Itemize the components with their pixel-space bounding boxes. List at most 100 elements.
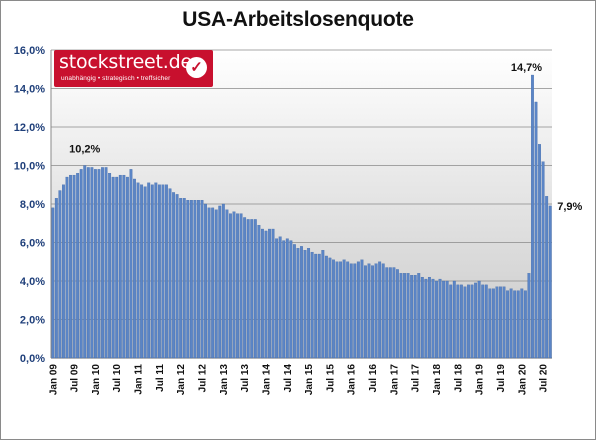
bar <box>310 251 314 359</box>
x-tick-label: Jul 14 <box>283 364 294 393</box>
data-label: 10,2% <box>69 144 100 156</box>
x-tick-label: Jan 12 <box>176 364 187 396</box>
annotations: 10,2% 14,7% 7,9% <box>69 62 582 213</box>
bar <box>381 263 385 359</box>
bar <box>197 199 200 359</box>
bar <box>189 199 193 359</box>
bar <box>332 259 335 359</box>
bar <box>157 184 161 359</box>
bar <box>104 167 108 359</box>
bar-series <box>51 74 552 359</box>
bar <box>456 284 460 359</box>
bar <box>488 288 492 359</box>
logo-name: stockstreet.de <box>59 51 192 73</box>
bar <box>225 209 229 359</box>
bar <box>335 261 339 359</box>
bar <box>204 203 207 359</box>
x-tick-label: Jul 20 <box>539 364 550 393</box>
y-tick-label: 0,0% <box>20 353 45 365</box>
bar <box>79 169 83 359</box>
bar <box>108 173 112 359</box>
bar <box>317 253 321 359</box>
bar <box>324 255 328 359</box>
bar <box>538 144 541 359</box>
y-tick-label: 4,0% <box>20 276 45 288</box>
y-tick-label: 10,0% <box>14 161 45 173</box>
bar <box>260 228 264 359</box>
bar <box>72 174 76 359</box>
bar <box>182 198 186 359</box>
checkmark-icon: ✓ <box>186 57 207 78</box>
bar <box>69 174 72 359</box>
bar <box>523 290 527 359</box>
x-tick-label: Jul 11 <box>155 364 166 392</box>
bar <box>413 275 417 359</box>
x-tick-label: Jul 09 <box>70 364 81 393</box>
bar <box>292 244 296 359</box>
x-tick-label: Jan 10 <box>91 364 102 396</box>
bar <box>115 176 119 359</box>
bar <box>154 182 158 359</box>
bar <box>314 253 318 359</box>
x-tick-label: Jan 14 <box>261 364 272 396</box>
chart-title: USA-Arbeitslosenquote <box>182 8 414 31</box>
x-tick-label: Jul 12 <box>198 364 209 393</box>
bar <box>111 176 115 359</box>
bar <box>481 284 485 359</box>
x-tick-label: Jan 16 <box>347 364 358 396</box>
data-label: 7,9% <box>557 201 582 213</box>
x-tick-label: Jul 16 <box>368 364 379 393</box>
bar <box>516 290 520 359</box>
bar <box>289 240 293 359</box>
bar <box>136 182 140 359</box>
bar <box>470 284 474 359</box>
bar <box>150 184 154 359</box>
x-tick-label: Jul 15 <box>325 364 336 393</box>
bar <box>122 174 126 359</box>
bar <box>229 213 232 359</box>
bar <box>534 101 538 359</box>
bar <box>513 290 517 359</box>
bar <box>474 282 478 359</box>
bar <box>353 263 357 359</box>
bar <box>477 280 481 359</box>
bar <box>253 219 257 359</box>
bar <box>356 261 360 359</box>
bar <box>371 265 374 359</box>
bar <box>339 261 343 359</box>
bar <box>506 290 510 359</box>
bar <box>101 167 104 359</box>
bar <box>445 280 449 359</box>
bar <box>424 278 428 359</box>
bar <box>76 173 80 359</box>
x-tick-label: Jan 11 <box>134 364 145 395</box>
x-tick-label: Jul 18 <box>453 364 464 393</box>
bar <box>459 284 463 359</box>
x-tick-label: Jan 18 <box>432 364 443 396</box>
bar <box>499 286 502 359</box>
x-tick-label: Jan 13 <box>219 364 230 396</box>
bar <box>385 267 389 359</box>
bar <box>271 228 275 359</box>
bar <box>541 161 545 359</box>
x-tick-label: Jan 20 <box>517 364 528 396</box>
bar <box>93 169 97 359</box>
bar <box>285 238 289 359</box>
bar <box>211 207 215 359</box>
y-tick-label: 16,0% <box>14 45 45 57</box>
bar <box>399 273 403 359</box>
bar <box>97 169 101 359</box>
bar <box>509 288 513 359</box>
bar <box>406 273 410 359</box>
bar <box>140 184 144 359</box>
bar <box>143 186 147 359</box>
bar <box>275 238 279 359</box>
bar <box>435 280 438 359</box>
x-tick-label: Jan 15 <box>304 364 315 396</box>
bar <box>420 276 424 359</box>
bar <box>545 196 549 359</box>
y-tick-label: 14,0% <box>14 84 45 96</box>
bar <box>548 205 552 359</box>
bar <box>520 288 524 359</box>
y-tick-label: 8,0% <box>20 199 45 211</box>
